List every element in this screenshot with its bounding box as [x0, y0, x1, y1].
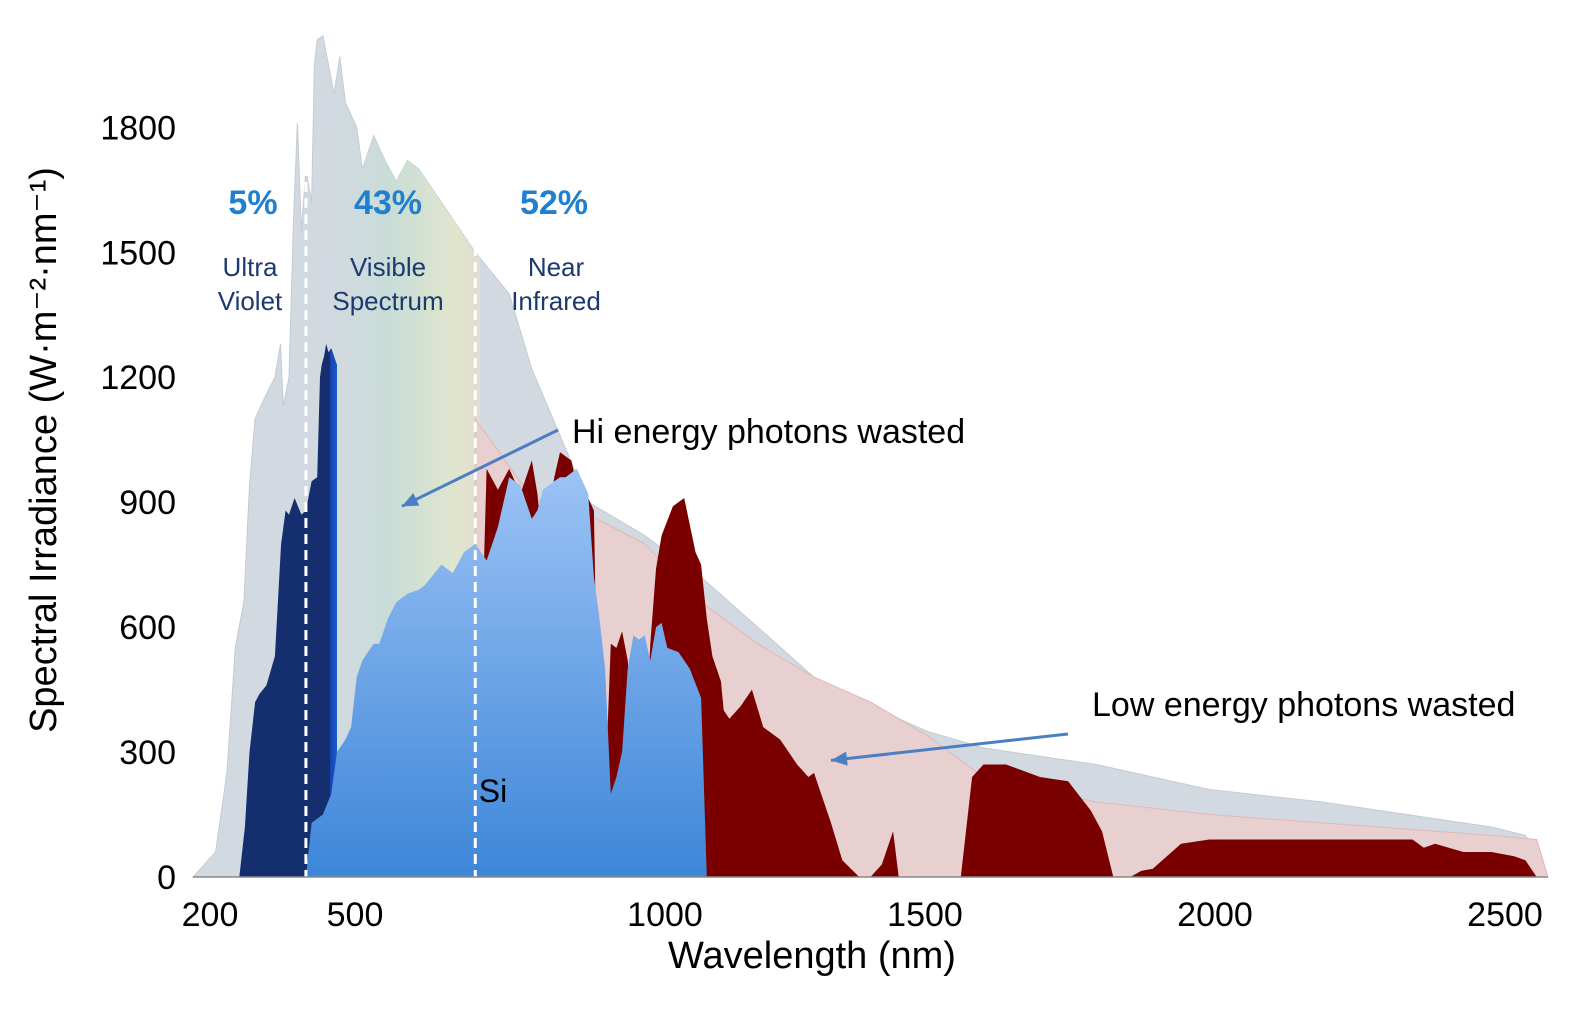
annotation-low-energy: Low energy photons wasted	[1092, 686, 1515, 724]
y-tick-label: 1800	[100, 109, 176, 147]
x-tick-label: 2500	[1467, 896, 1543, 934]
y-tick-label: 0	[157, 859, 176, 897]
annotation-hi-energy: Hi energy photons wasted	[572, 413, 965, 451]
band-nir-label-line1: Near	[528, 252, 585, 282]
annotation-si: Si	[479, 773, 507, 809]
x-tick-label: 2000	[1177, 896, 1253, 934]
silicon-absorbed-area	[305, 468, 707, 877]
x-axis-title: Wavelength (nm)	[668, 935, 956, 977]
x-tick-label: 1500	[887, 896, 963, 934]
annotation-hi-energy-arrow	[401, 428, 559, 508]
band-uv-label-line2: Violet	[218, 286, 283, 316]
band-nir-label-line2: Infrared	[511, 286, 601, 316]
y-tick-label: 300	[119, 734, 176, 772]
x-tick-label: 200	[182, 896, 239, 934]
band-visible-percent: 43%	[354, 184, 422, 222]
infrared-wasted-area	[475, 452, 1548, 877]
band-visible-label-line1: Visible	[350, 252, 426, 282]
band-uv-label-line1: Ultra	[223, 252, 278, 282]
band-uv-percent: 5%	[228, 184, 277, 222]
band-nir-percent: 52%	[520, 184, 588, 222]
y-tick-label: 900	[119, 484, 176, 522]
y-tick-label: 1500	[100, 234, 176, 272]
visible-spectrum-area	[330, 348, 337, 877]
x-tick-label: 500	[327, 896, 384, 934]
y-tick-label: 1200	[100, 359, 176, 397]
annotation-low-energy-arrow	[830, 732, 1069, 766]
x-tick-label: 1000	[627, 896, 703, 934]
band-visible-label-line2: Spectrum	[332, 286, 443, 316]
y-tick-label: 600	[119, 609, 176, 647]
y-axis-title: Spectral Irradiance (W·m⁻²·nm⁻¹)	[23, 167, 65, 733]
